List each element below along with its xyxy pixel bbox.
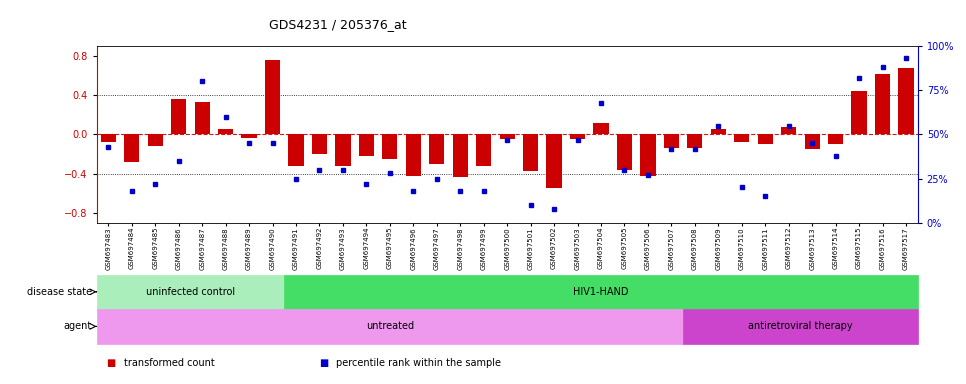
Bar — [664, 134, 679, 148]
Text: GDS4231 / 205376_at: GDS4231 / 205376_at — [270, 18, 407, 31]
Text: agent: agent — [64, 321, 92, 331]
Bar — [683, 309, 918, 344]
Bar — [828, 134, 843, 144]
Bar — [148, 134, 163, 146]
Bar — [125, 134, 139, 162]
Bar — [358, 134, 374, 156]
Bar — [335, 134, 351, 166]
Bar — [640, 134, 656, 175]
Bar — [851, 91, 867, 134]
Bar — [312, 134, 327, 154]
Bar — [218, 129, 233, 134]
Bar — [97, 275, 284, 309]
Bar — [265, 60, 280, 134]
Bar — [617, 134, 632, 170]
Bar — [523, 134, 538, 171]
Bar — [711, 129, 725, 134]
Bar — [898, 68, 914, 134]
Bar — [453, 134, 468, 177]
Text: transformed count: transformed count — [124, 358, 214, 368]
Bar — [383, 134, 397, 159]
Text: uninfected control: uninfected control — [146, 287, 235, 297]
Bar — [97, 309, 683, 344]
Bar — [242, 134, 257, 138]
Bar — [499, 134, 515, 139]
Bar — [476, 134, 492, 166]
Text: antiretroviral therapy: antiretroviral therapy — [748, 321, 853, 331]
Text: ■: ■ — [319, 358, 328, 368]
Bar — [757, 134, 773, 144]
Text: disease state: disease state — [27, 287, 92, 297]
Text: percentile rank within the sample: percentile rank within the sample — [336, 358, 501, 368]
Bar — [805, 134, 820, 149]
Bar — [100, 134, 116, 142]
Bar — [194, 102, 210, 134]
Bar — [734, 134, 750, 142]
Bar — [570, 134, 585, 139]
Bar — [781, 127, 796, 134]
Bar — [406, 134, 421, 175]
Text: HIV1-HAND: HIV1-HAND — [573, 287, 629, 297]
Bar — [171, 99, 186, 134]
Bar — [429, 134, 444, 164]
Bar — [593, 122, 609, 134]
Text: ■: ■ — [106, 358, 116, 368]
Bar — [547, 134, 561, 189]
Bar — [687, 134, 702, 148]
Bar — [875, 74, 890, 134]
Bar — [289, 134, 303, 166]
Bar — [284, 275, 918, 309]
Text: untreated: untreated — [366, 321, 413, 331]
